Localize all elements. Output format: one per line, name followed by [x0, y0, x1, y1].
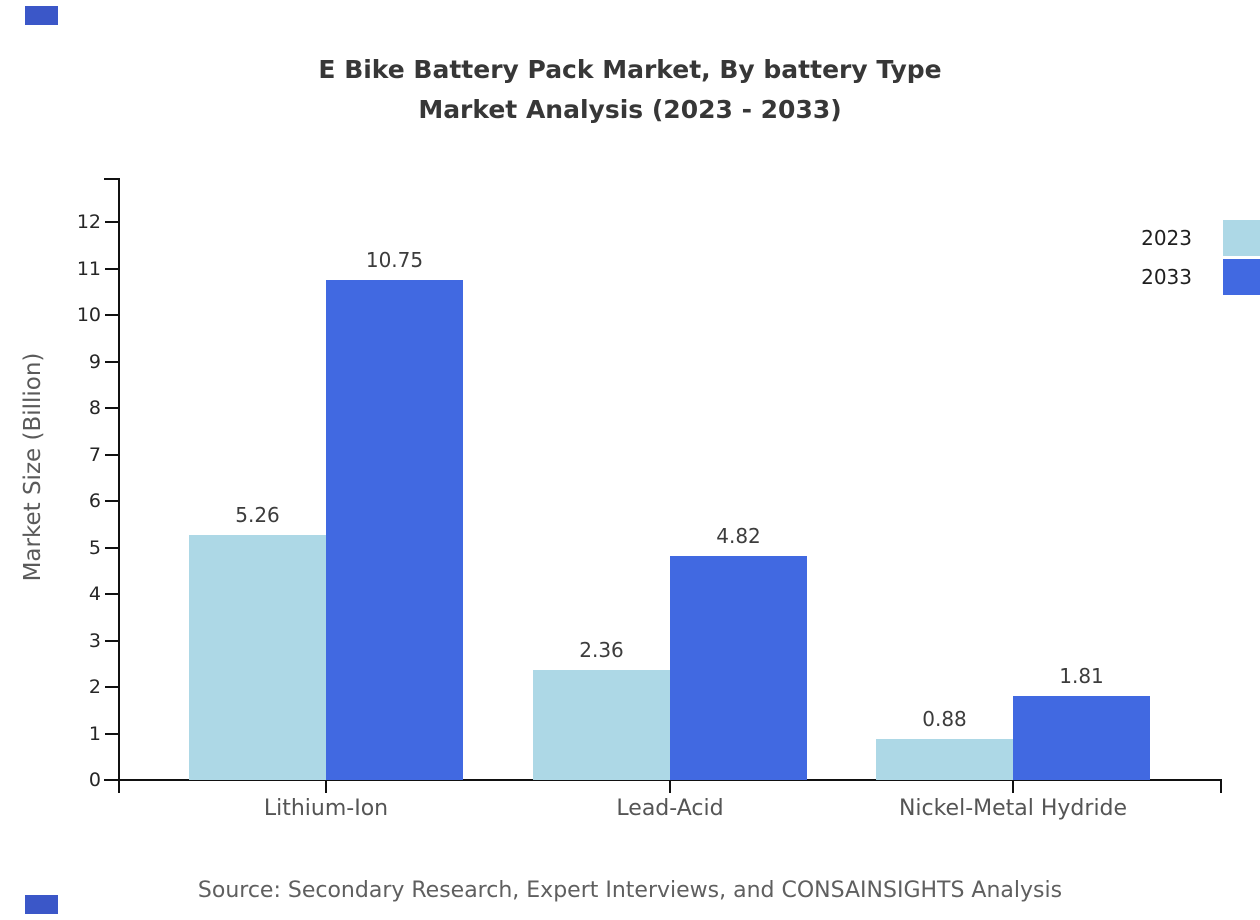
y-axis-top-cap — [104, 178, 118, 180]
y-axis-tick — [105, 686, 118, 688]
chart-title-line2: Market Analysis (2023 - 2033) — [418, 95, 842, 124]
y-axis-tick — [105, 360, 118, 363]
y-axis-tick — [105, 453, 118, 456]
y-tick-label: 5 — [88, 536, 101, 559]
bar-2023-nickel-metal-hydride — [876, 739, 1013, 780]
y-tick-label: 6 — [88, 490, 101, 512]
y-axis-tick — [105, 639, 118, 642]
bar-value-label: 1.81 — [1059, 663, 1104, 688]
chart-title-line1: E Bike Battery Pack Market, By battery T… — [318, 55, 942, 84]
x-category-label: Lead-Acid — [616, 796, 724, 821]
y-tick-label: 8 — [88, 397, 101, 419]
legend-swatch-2023 — [1223, 220, 1260, 256]
y-tick-label: 3 — [88, 629, 101, 652]
bar-value-label: 0.88 — [922, 707, 967, 732]
legend-item-2023: 2023 — [0, 220, 1260, 257]
bar-2033-lead-acid — [670, 555, 807, 780]
y-tick-label: 4 — [88, 583, 101, 605]
y-axis-tick — [105, 314, 118, 316]
x-axis-tick — [1012, 781, 1014, 793]
y-tick-label: 11 — [76, 257, 101, 280]
chart-title: E Bike Battery Pack Market, By battery T… — [0, 50, 1260, 130]
bar-value-label: 5.26 — [235, 503, 280, 528]
y-tick-label: 2 — [88, 676, 101, 698]
x-category-label: Lithium-Ion — [263, 796, 389, 821]
y-tick-label: 0 — [88, 769, 101, 791]
x-axis-tick — [669, 781, 671, 793]
y-axis-tick — [105, 593, 118, 595]
y-axis-line — [118, 178, 120, 793]
y-axis-tick — [105, 546, 118, 549]
y-tick-label: 12 — [76, 211, 101, 233]
y-tick-label: 1 — [88, 722, 101, 745]
y-tick-label: 7 — [88, 443, 101, 466]
y-axis-tick — [105, 267, 118, 270]
corner-brand-mark-top-left — [25, 6, 58, 25]
bar-2033-lithium-ion — [326, 280, 463, 780]
y-axis-tick — [105, 221, 118, 223]
x-axis-tick — [325, 781, 327, 793]
corner-brand-mark-bottom-left — [25, 895, 58, 914]
x-axis-end-cap — [1220, 779, 1222, 793]
bar-value-label: 2.36 — [579, 638, 624, 663]
bar-value-label: 4.82 — [716, 523, 761, 548]
x-axis-line — [104, 779, 1222, 781]
source-note: Source: Secondary Research, Expert Inter… — [197, 878, 1063, 903]
y-axis-tick — [105, 732, 118, 735]
y-axis-tick — [105, 500, 118, 502]
y-axis-tick — [105, 779, 118, 781]
legend-label-2023: 2023 — [1141, 226, 1192, 250]
y-axis-tick — [105, 407, 118, 409]
bar-2023-lithium-ion — [189, 535, 326, 780]
y-tick-label: 10 — [76, 304, 101, 326]
legend-item-2033: 2033 — [0, 259, 1260, 296]
legend-label-2033: 2033 — [1141, 265, 1192, 289]
y-tick-label: 9 — [88, 350, 101, 373]
legend-swatch-2033 — [1223, 259, 1260, 295]
x-category-label: Nickel-Metal Hydride — [898, 796, 1128, 821]
bar-2023-lead-acid — [533, 670, 670, 780]
bar-value-label: 10.75 — [365, 248, 424, 273]
bar-2033-nickel-metal-hydride — [1013, 695, 1150, 780]
